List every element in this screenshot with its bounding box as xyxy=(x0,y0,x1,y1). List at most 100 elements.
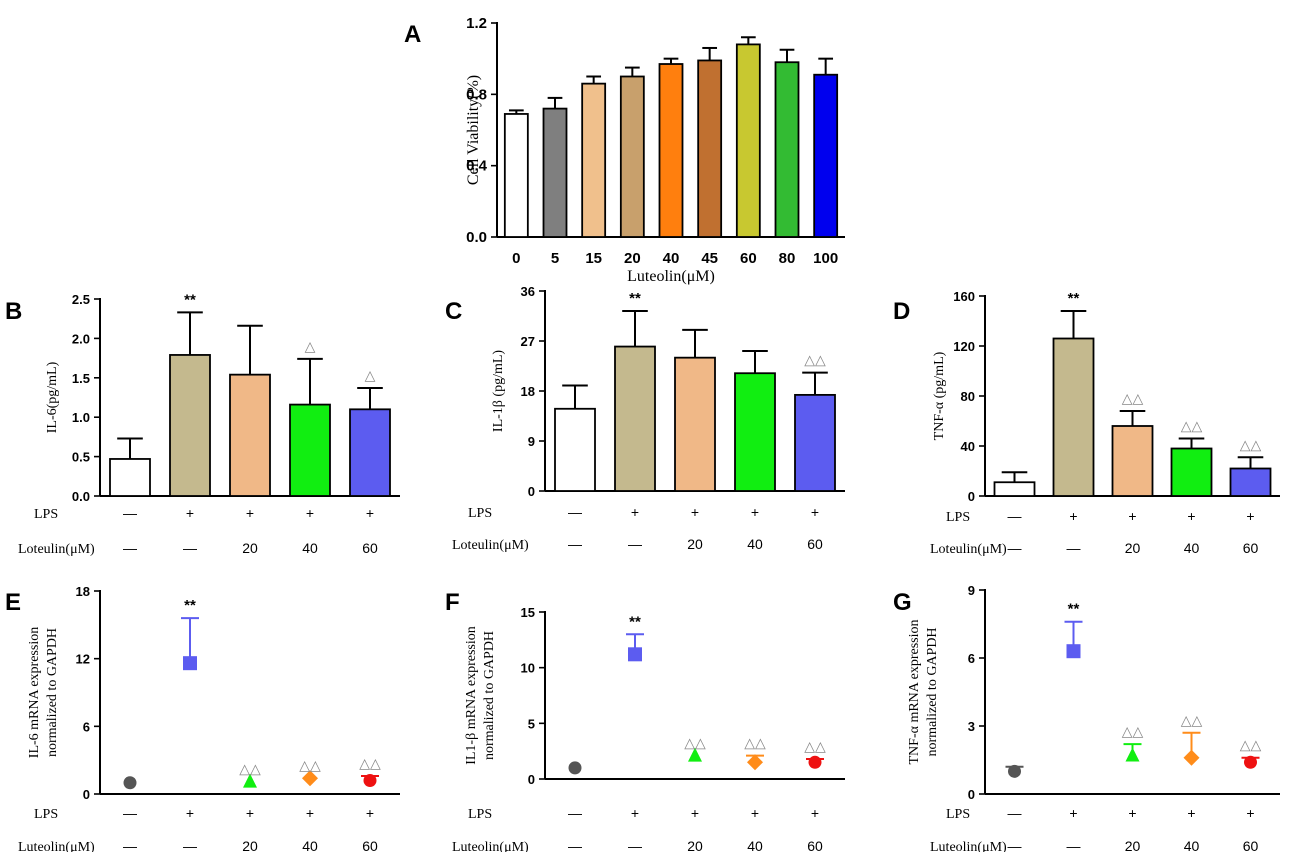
significance-triangles: △ xyxy=(305,339,316,355)
panel-b-chart: B 0.0 0.5 1.0 1.5 2.0 2.5 IL-6(pg/mL) ** △ △ LPS Lot… xyxy=(5,291,400,557)
y-tick-label: 12 xyxy=(76,652,90,667)
luteolin-row-value: — xyxy=(1008,540,1022,556)
significance-triangles: △△ xyxy=(804,353,826,369)
data-point xyxy=(568,761,582,775)
y-tick-label: 40 xyxy=(961,439,975,454)
lps-row-value: + xyxy=(1187,805,1195,821)
bar xyxy=(774,61,800,238)
luteolin-row-value: — xyxy=(1067,540,1081,556)
lps-row-value: + xyxy=(811,805,819,821)
y-tick-label: 0.0 xyxy=(72,489,90,504)
data-point xyxy=(1008,764,1021,778)
bar xyxy=(1229,467,1272,497)
lps-row-value: + xyxy=(306,805,314,821)
significance-triangles: △△ xyxy=(1181,419,1203,435)
bar xyxy=(349,408,391,497)
x-tick-label: 15 xyxy=(585,250,602,267)
luteolin-row-value: 40 xyxy=(1184,540,1200,556)
bar xyxy=(1111,425,1154,497)
lps-row-value: + xyxy=(1246,805,1254,821)
luteolin-row-value: — xyxy=(1067,838,1081,852)
luteolin-row-value: — xyxy=(183,838,197,852)
luteolin-row-value: 20 xyxy=(1125,540,1141,556)
bar xyxy=(658,63,684,238)
bar xyxy=(734,372,776,492)
lps-row-value: + xyxy=(1187,508,1195,524)
significance-stars: ** xyxy=(184,597,196,614)
lps-row-value: + xyxy=(306,505,314,521)
luteolin-row-value: 60 xyxy=(807,536,823,552)
luteolin-row-value: 20 xyxy=(1125,838,1141,852)
bar xyxy=(503,113,529,238)
y-axis-label-line2: normalized to GAPDH xyxy=(45,628,60,757)
bar xyxy=(697,59,723,238)
bar xyxy=(794,393,836,492)
data-point xyxy=(1125,747,1140,762)
panel-a-chart: A 0.0 0.4 0.8 1.2 Cell Viability(%) 0 5 15 20 40 45… xyxy=(404,15,845,285)
y-axis-label: IL1-β mRNA expression xyxy=(464,626,479,765)
significance-triangles: △△ xyxy=(359,756,381,772)
bar xyxy=(1170,447,1213,497)
luteolin-row-value: — xyxy=(123,838,137,852)
significance-triangles: △△ xyxy=(1122,724,1144,740)
luteolin-row-label: Luteolin(μM) xyxy=(18,840,95,852)
y-tick-label: 0.8 xyxy=(466,86,487,103)
luteolin-row-value: 60 xyxy=(362,838,378,852)
bar xyxy=(1052,337,1095,497)
significance-triangles: △△ xyxy=(1181,713,1203,729)
y-tick-label: 0 xyxy=(83,787,90,802)
bar xyxy=(619,75,645,238)
y-axis-label-line2: normalized to GAPDH xyxy=(482,631,497,760)
lps-row-label: LPS xyxy=(34,807,58,822)
panel-g-chart: G 0 3 6 9 TNF-α mRNA expression normalized to … xyxy=(893,583,1280,852)
y-tick-label: 3 xyxy=(968,719,975,734)
lps-row-label: LPS xyxy=(946,510,970,525)
y-tick-label: 36 xyxy=(521,284,535,299)
y-tick-label: 0 xyxy=(968,787,975,802)
luteolin-row-value: 20 xyxy=(242,540,258,556)
lps-row-value: — xyxy=(1008,508,1022,524)
bar xyxy=(614,345,656,492)
significance-triangles: △ xyxy=(365,368,376,384)
luteolin-row-value: 20 xyxy=(242,838,258,852)
panel-letter: G xyxy=(893,589,912,616)
luteolin-row-label: Luteolin(μM) xyxy=(930,840,1007,852)
significance-stars: ** xyxy=(629,290,641,307)
x-tick-label: 20 xyxy=(624,250,641,267)
y-axis-label: TNF-α mRNA expression xyxy=(907,620,922,765)
lps-row-value: + xyxy=(186,505,194,521)
panel-letter: F xyxy=(445,589,460,616)
significance-triangles: △△ xyxy=(684,736,706,752)
y-tick-label: 6 xyxy=(83,719,90,734)
y-tick-label: 0 xyxy=(968,489,975,504)
panel-d-chart: D 0 40 80 120 160 TNF-α (pg/mL) ** △△ △△ △△ LPS Lote… xyxy=(893,289,1280,557)
bar xyxy=(581,82,607,238)
significance-stars: ** xyxy=(1068,601,1080,618)
significance-triangles: △△ xyxy=(804,739,826,755)
data-point xyxy=(808,755,822,769)
y-tick-label: 9 xyxy=(528,434,535,449)
luteolin-row-value: — xyxy=(123,540,137,556)
luteolin-row-value: — xyxy=(568,536,582,552)
significance-triangles: △△ xyxy=(1240,738,1262,754)
bar xyxy=(554,407,596,492)
x-axis-label: Luteolin(μM) xyxy=(627,268,715,285)
lps-row-value: + xyxy=(246,505,254,521)
panel-letter: E xyxy=(5,589,21,616)
data-point xyxy=(747,754,763,771)
lps-row-value: + xyxy=(1069,805,1077,821)
data-point xyxy=(628,647,642,662)
y-tick-label: 10 xyxy=(521,661,535,676)
data-point xyxy=(1183,749,1200,766)
y-axis-label: TNF-α (pg/mL) xyxy=(932,351,947,440)
data-point xyxy=(183,656,197,671)
data-point xyxy=(688,747,702,762)
significance-triangles: △△ xyxy=(299,758,321,774)
lps-row-value: + xyxy=(1246,508,1254,524)
lps-row-value: + xyxy=(631,805,639,821)
y-axis-label: IL-1β (pg/mL) xyxy=(491,350,506,432)
panel-letter: B xyxy=(5,298,22,325)
y-tick-label: 2.0 xyxy=(72,331,90,346)
luteolin-row-value: 20 xyxy=(687,838,703,852)
y-tick-label: 9 xyxy=(968,583,975,598)
